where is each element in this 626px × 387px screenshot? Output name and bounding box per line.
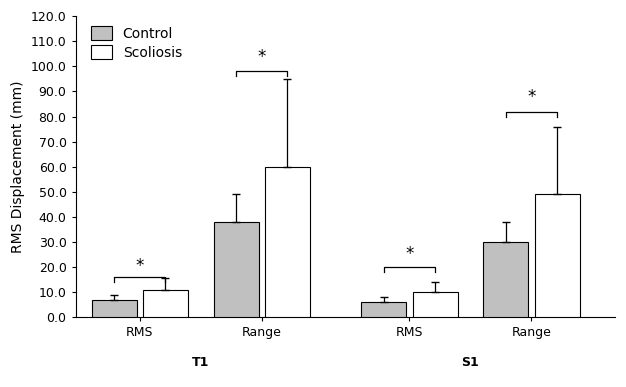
Legend: Control, Scoliosis: Control, Scoliosis — [88, 23, 185, 62]
Text: *: * — [136, 257, 144, 275]
Bar — [91, 300, 136, 317]
Bar — [483, 242, 528, 317]
Bar — [265, 167, 310, 317]
Y-axis label: RMS Displacement (mm): RMS Displacement (mm) — [11, 80, 25, 253]
Bar — [143, 290, 188, 317]
Text: *: * — [257, 48, 266, 66]
Text: T1: T1 — [192, 356, 210, 369]
Bar — [413, 292, 458, 317]
Bar — [361, 302, 406, 317]
Bar — [213, 222, 259, 317]
Text: *: * — [405, 245, 414, 264]
Text: *: * — [527, 89, 536, 106]
Text: S1: S1 — [461, 356, 480, 369]
Bar — [535, 194, 580, 317]
